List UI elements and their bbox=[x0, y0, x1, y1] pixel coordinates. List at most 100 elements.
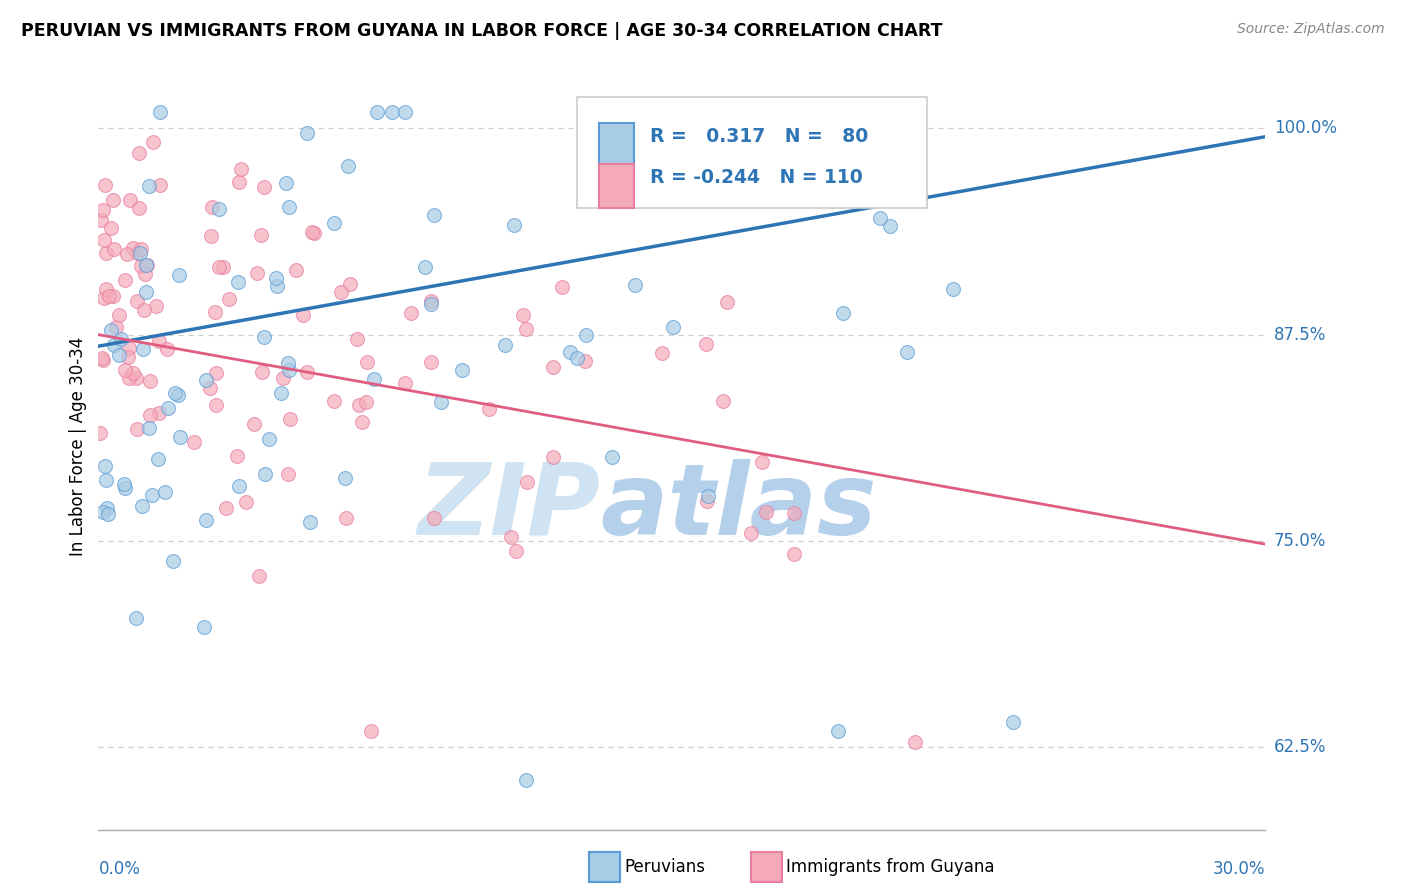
Point bbox=[503, 218, 526, 232]
Point bbox=[134, 303, 156, 318]
Point bbox=[97, 507, 120, 521]
Text: 100.0%: 100.0% bbox=[1274, 120, 1337, 137]
FancyBboxPatch shape bbox=[576, 97, 927, 208]
Point bbox=[118, 341, 141, 355]
Text: 75.0%: 75.0% bbox=[1274, 532, 1326, 549]
Point bbox=[215, 501, 238, 516]
Point bbox=[101, 193, 124, 207]
Point bbox=[90, 351, 112, 365]
Point bbox=[205, 398, 228, 412]
Point bbox=[662, 319, 685, 334]
Point bbox=[354, 395, 377, 409]
Point bbox=[110, 332, 132, 346]
Text: R = -0.244   N = 110: R = -0.244 N = 110 bbox=[651, 168, 863, 187]
Point bbox=[298, 515, 321, 529]
Text: Source: ZipAtlas.com: Source: ZipAtlas.com bbox=[1237, 22, 1385, 37]
Point bbox=[271, 370, 294, 384]
Point bbox=[120, 193, 142, 207]
Text: R =   0.317   N =   80: R = 0.317 N = 80 bbox=[651, 127, 869, 145]
Point bbox=[226, 450, 249, 464]
Point bbox=[108, 308, 131, 322]
Point bbox=[711, 393, 734, 408]
Point bbox=[131, 499, 153, 513]
Point bbox=[103, 243, 125, 257]
Y-axis label: In Labor Force | Age 30-34: In Labor Force | Age 30-34 bbox=[69, 336, 87, 556]
Point bbox=[302, 227, 325, 241]
Point bbox=[208, 202, 231, 216]
Point bbox=[423, 511, 446, 525]
Point bbox=[94, 282, 117, 296]
Point bbox=[896, 345, 918, 359]
Point bbox=[153, 485, 176, 500]
Point bbox=[169, 430, 191, 444]
Point bbox=[128, 246, 150, 260]
Point bbox=[249, 228, 271, 243]
Point bbox=[716, 295, 738, 310]
Point bbox=[141, 487, 163, 501]
Point bbox=[94, 178, 117, 192]
Point bbox=[333, 470, 356, 484]
Point bbox=[125, 371, 148, 385]
Point bbox=[138, 178, 160, 193]
Point bbox=[394, 104, 416, 119]
Point bbox=[942, 282, 965, 296]
Point bbox=[114, 363, 136, 377]
Point bbox=[800, 104, 823, 119]
Point bbox=[783, 547, 806, 561]
Point bbox=[346, 332, 368, 346]
Point bbox=[903, 104, 925, 119]
Point bbox=[541, 450, 564, 464]
Point bbox=[253, 179, 276, 194]
Point bbox=[104, 320, 127, 334]
Point bbox=[1001, 715, 1024, 730]
Point bbox=[420, 355, 443, 369]
Point bbox=[512, 309, 534, 323]
Point bbox=[253, 467, 276, 481]
Point bbox=[93, 505, 115, 519]
Point bbox=[904, 735, 927, 749]
Text: Immigrants from Guyana: Immigrants from Guyana bbox=[786, 858, 994, 876]
Point bbox=[277, 356, 299, 370]
Point bbox=[229, 162, 252, 177]
Point bbox=[218, 292, 240, 306]
Point bbox=[551, 280, 574, 294]
Point bbox=[198, 381, 221, 395]
Point bbox=[132, 343, 155, 357]
Point bbox=[96, 473, 118, 487]
Point bbox=[135, 258, 157, 272]
Point bbox=[399, 305, 422, 319]
Point bbox=[204, 305, 226, 319]
Point bbox=[515, 321, 537, 335]
Point bbox=[108, 348, 131, 362]
Point bbox=[541, 360, 564, 375]
Text: atlas: atlas bbox=[600, 458, 877, 556]
Point bbox=[274, 176, 297, 190]
Point bbox=[195, 373, 218, 387]
Point bbox=[96, 245, 118, 260]
Point bbox=[246, 266, 269, 280]
Point bbox=[138, 421, 160, 435]
Point bbox=[149, 104, 172, 119]
Point bbox=[337, 159, 360, 173]
Point bbox=[499, 530, 522, 544]
Point bbox=[602, 450, 624, 464]
Point bbox=[201, 200, 224, 214]
Point bbox=[363, 372, 385, 386]
Point bbox=[117, 371, 139, 385]
Text: 0.0%: 0.0% bbox=[98, 860, 141, 878]
Point bbox=[100, 220, 122, 235]
Point bbox=[295, 126, 318, 140]
Point bbox=[122, 366, 145, 380]
Point bbox=[381, 104, 404, 119]
Point bbox=[204, 366, 226, 380]
Point bbox=[879, 219, 901, 233]
Point bbox=[252, 330, 274, 344]
Point bbox=[129, 242, 152, 256]
Point bbox=[423, 208, 446, 222]
Point bbox=[183, 435, 205, 450]
Point bbox=[697, 489, 720, 503]
Point bbox=[717, 104, 740, 119]
Point bbox=[651, 346, 673, 360]
Point bbox=[193, 620, 215, 634]
Point bbox=[366, 104, 388, 119]
